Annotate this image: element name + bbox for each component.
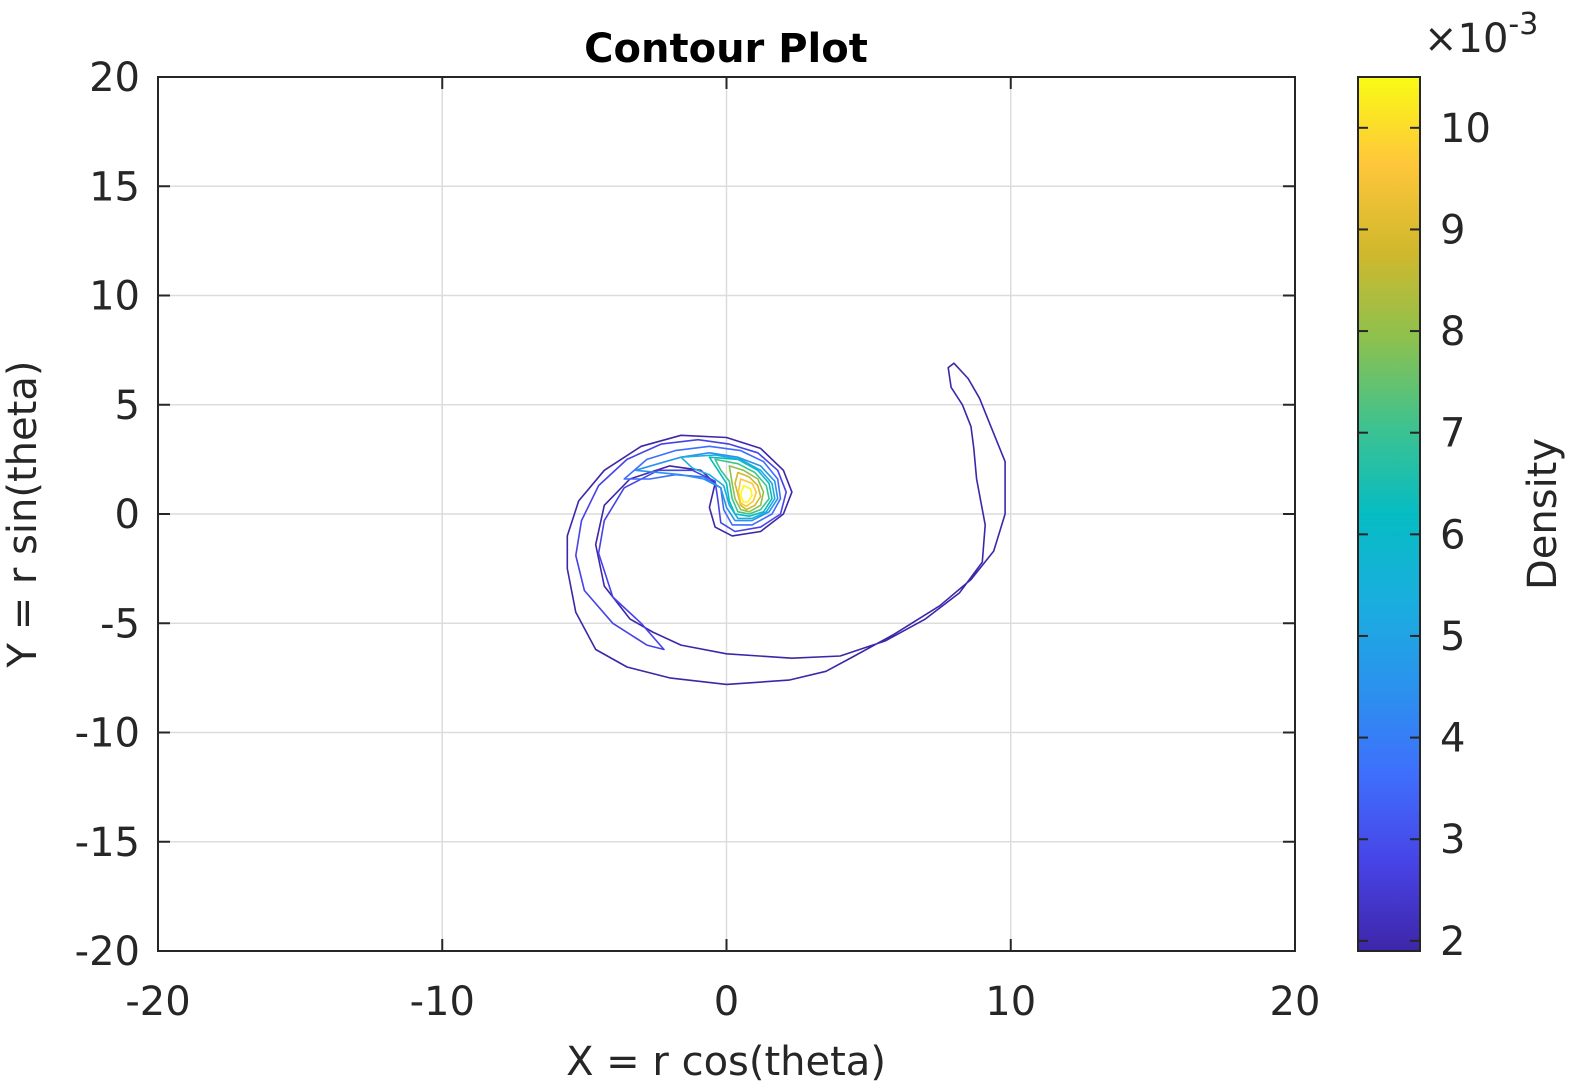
colorbar-tick-label: 4 (1440, 716, 1465, 762)
y-tick-label: 20 (89, 55, 140, 101)
axis-ticks (157, 76, 1296, 952)
colorbar-tick-label: 7 (1440, 411, 1465, 457)
colorbar-exponent: -3 (1508, 7, 1538, 42)
contour-level-line (634, 452, 779, 522)
y-tick-label: 0 (115, 492, 140, 538)
x-axis-label: X = r cos(theta) (566, 1039, 886, 1085)
y-tick-label: 15 (89, 164, 140, 210)
contour-level-line (575, 438, 787, 651)
colorbar-tick-label: 2 (1440, 919, 1465, 965)
contour-level-line (737, 478, 758, 508)
y-axis-label: Y = r sin(theta) (0, 361, 46, 669)
x-tick-label: -20 (125, 979, 190, 1025)
y-tick-label: -5 (100, 601, 140, 647)
colorbar-tick-label: 6 (1440, 512, 1465, 558)
y-tick-labels: -20 -15 -10 -5 0 5 10 15 20 (75, 55, 140, 975)
y-tick-label: -20 (75, 929, 140, 975)
colorbar-multiplier: ×10-3 (1424, 7, 1538, 62)
y-tick-label: -10 (75, 711, 140, 757)
contour-level-line (680, 454, 776, 520)
x-tick-label: -10 (410, 979, 475, 1025)
contour-level-line (566, 362, 1006, 686)
x-tick-labels: -20 -10 0 10 20 (125, 979, 1320, 1025)
x-tick-label: 10 (985, 979, 1036, 1025)
contour-level-line (708, 456, 773, 517)
y-tick-label: 5 (115, 383, 140, 429)
colorbar-label: Density (1520, 438, 1566, 590)
colorbar-multiplier-base: ×10 (1424, 16, 1508, 62)
y-tick-label: -15 (75, 820, 140, 866)
contour-level-line (623, 445, 782, 526)
colorbar-ticks: 2 3 4 5 6 7 8 9 10 (1358, 106, 1491, 965)
colorbar-tick-label: 9 (1440, 207, 1465, 253)
colorbar-tick-label: 3 (1440, 817, 1465, 863)
contour-level-line (734, 471, 762, 511)
contour-level-line (714, 458, 770, 515)
colorbar-tick-label: 8 (1440, 309, 1465, 355)
y-tick-label: 10 (89, 274, 140, 320)
contour-lines (566, 362, 1006, 686)
x-tick-label: 20 (1270, 979, 1321, 1025)
x-tick-label: 0 (714, 979, 739, 1025)
contour-level-line (728, 465, 765, 513)
colorbar-tick-label: 10 (1440, 106, 1491, 152)
contour-level-line (739, 484, 753, 503)
colorbar-tick-label: 5 (1440, 614, 1465, 660)
chart-title: Contour Plot (584, 26, 868, 72)
colorbar (1357, 76, 1421, 952)
